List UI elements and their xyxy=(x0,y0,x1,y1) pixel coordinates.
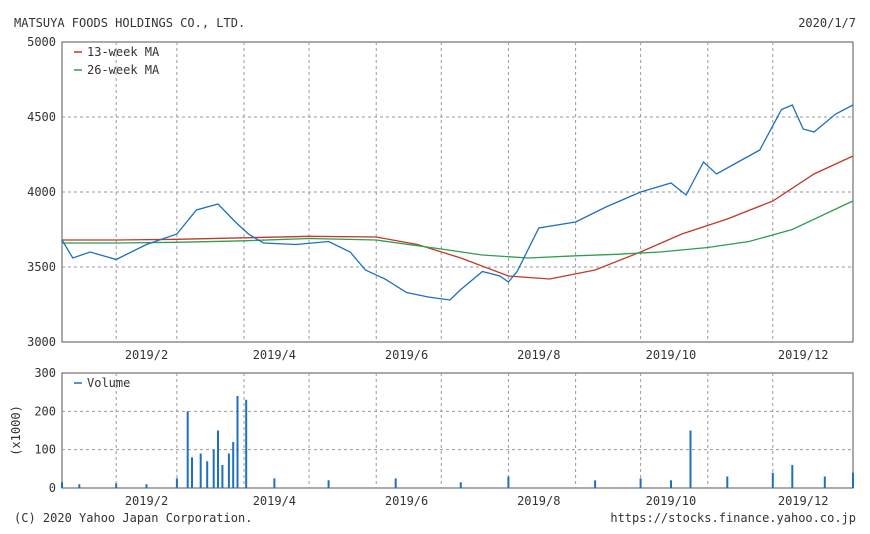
price-x-tick-label: 2019/12 xyxy=(778,348,829,362)
volume-bar xyxy=(236,396,239,488)
price-x-tick-label: 2019/6 xyxy=(385,348,428,362)
volume-bar xyxy=(327,480,330,488)
price-line xyxy=(61,104,854,301)
volume-bar xyxy=(217,430,219,488)
volume-bar xyxy=(227,453,230,488)
volume-x-tick-label: 2019/6 xyxy=(385,494,428,508)
legend-label: 13-week MA xyxy=(87,45,160,59)
volume-bar xyxy=(232,442,235,488)
chart-date: 2020/1/7 xyxy=(798,16,856,30)
volume-bar xyxy=(507,476,510,488)
legend-label: Volume xyxy=(87,376,130,390)
volume-bar xyxy=(206,461,209,488)
volume-bar xyxy=(175,478,178,488)
company-name: MATSUYA FOODS HOLDINGS CO., LTD. xyxy=(14,16,246,30)
volume-x-tick-label: 2019/2 xyxy=(125,494,168,508)
ma13-line xyxy=(62,155,854,280)
volume-bar xyxy=(273,478,276,488)
price-y-tick-label: 4000 xyxy=(27,185,56,199)
volume-bar xyxy=(639,478,642,488)
volume-bar xyxy=(852,472,854,488)
volume-frame xyxy=(61,372,854,489)
volume-bar xyxy=(186,411,189,488)
price-y-tick-label: 3500 xyxy=(27,260,56,274)
volume-x-tick-label: 2019/10 xyxy=(646,494,697,508)
price-x-tick-label: 2019/2 xyxy=(125,348,168,362)
volume-bar xyxy=(221,465,224,488)
volume-bar xyxy=(726,476,729,488)
volume-bar xyxy=(459,482,462,489)
volume-bar xyxy=(145,484,148,488)
volume-y-tick-label: 200 xyxy=(34,404,56,418)
legend-label: 26-week MA xyxy=(87,63,160,77)
price-y-tick-label: 4500 xyxy=(27,110,56,124)
volume-bar xyxy=(823,476,826,488)
volume-y-axis-label: (x1000) xyxy=(9,405,23,456)
volume-x-tick-label: 2019/12 xyxy=(778,494,829,508)
volume-bar xyxy=(771,472,774,488)
volume-bar xyxy=(670,480,672,488)
volume-y-tick-label: 0 xyxy=(49,481,56,495)
volume-x-tick-label: 2019/4 xyxy=(253,494,296,508)
volume-bar xyxy=(212,449,215,488)
volume-bar xyxy=(791,465,794,488)
price-y-tick-label: 5000 xyxy=(27,35,56,49)
volume-bar xyxy=(594,480,597,488)
volume-bar xyxy=(689,430,692,488)
volume-y-tick-label: 100 xyxy=(34,443,56,457)
volume-bar xyxy=(191,457,193,488)
volume-bar xyxy=(115,483,118,488)
volume-bar xyxy=(394,478,397,488)
volume-x-tick-label: 2019/8 xyxy=(517,494,560,508)
ma26-line xyxy=(62,200,854,259)
price-x-tick-label: 2019/10 xyxy=(646,348,697,362)
volume-bar xyxy=(245,399,248,488)
volume-bar xyxy=(78,484,81,488)
volume-bar xyxy=(61,482,63,489)
source-link[interactable]: https://stocks.finance.yahoo.co.jp xyxy=(610,511,856,525)
price-panel: 5000 4500 4000 3500 3000 2019/2 2019/4 2019/6 20… xyxy=(27,35,854,362)
copyright-text: (C) 2020 Yahoo Japan Corporation. xyxy=(14,511,253,525)
price-y-tick-label: 3000 xyxy=(27,335,56,349)
price-x-tick-label: 2019/4 xyxy=(253,348,296,362)
price-x-tick-label: 2019/8 xyxy=(517,348,560,362)
volume-panel: 300 200 100 0 2019/2 2019/4 2019/6 2019/8 2019/1… xyxy=(9,366,854,508)
volume-y-tick-label: 300 xyxy=(34,366,56,380)
volume-bar xyxy=(199,453,202,488)
